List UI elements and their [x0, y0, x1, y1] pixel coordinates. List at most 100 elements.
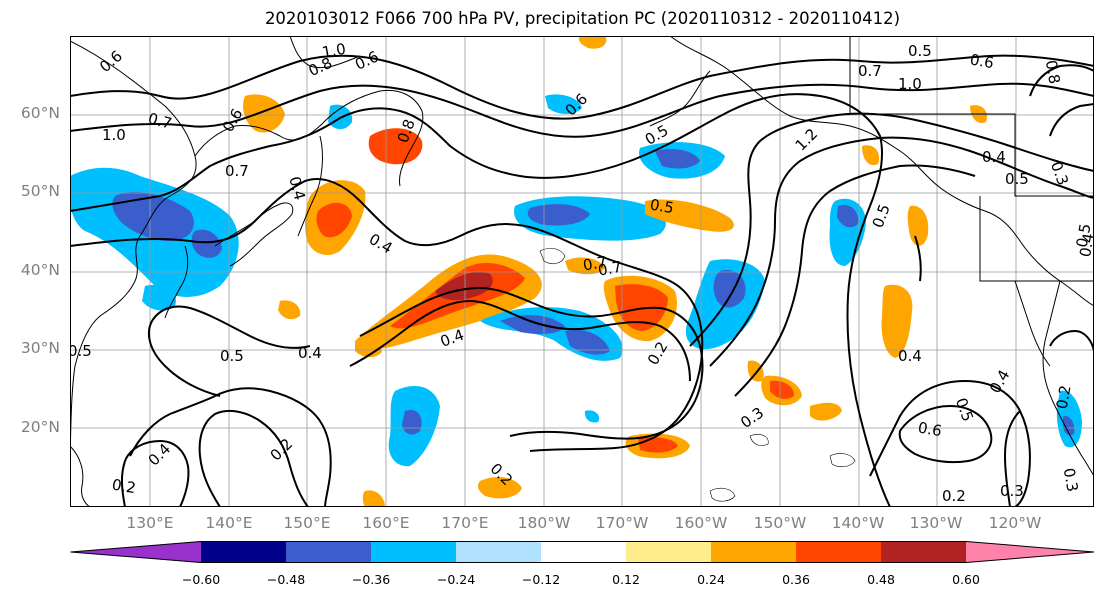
- precip-positive-region: [477, 476, 522, 499]
- map-panel: 0.6 1.0 0.8 0.6 0.7 0.6 1.0 0.7 0.7 0.8 …: [70, 36, 1094, 507]
- contour-label: 1.0: [898, 75, 922, 93]
- contour-label: 0.5: [220, 347, 244, 365]
- pv-contours: [70, 54, 1094, 507]
- precip-positive-region: [881, 284, 913, 358]
- precip-positive-region: [368, 128, 423, 165]
- contour-label: 1.0: [321, 40, 348, 62]
- precip-negative-region: [527, 204, 590, 226]
- colorbar-segment: [456, 541, 541, 563]
- colorbar-segment: [286, 541, 371, 563]
- latitude-label-30n: 30°N: [20, 339, 60, 357]
- colorbar-tick-label: −0.60: [181, 572, 221, 587]
- contour-label: 0.4: [982, 148, 1006, 166]
- precip-positive-region: [278, 300, 301, 320]
- contour-label: 0.5: [1073, 222, 1094, 249]
- precip-positive-region: [862, 145, 880, 166]
- colorbar-tick-label: 0.12: [612, 572, 640, 587]
- colorbar-segment: [541, 541, 626, 563]
- colorbar-segment: [966, 541, 1094, 563]
- precip-positive-region: [770, 380, 795, 399]
- contour-label: 0.4: [898, 347, 922, 365]
- precip-positive-region: [316, 202, 352, 238]
- longitude-label: 140°W: [831, 514, 885, 532]
- contour-label: 0.7: [858, 62, 882, 80]
- contour-label: 0.4: [366, 230, 396, 258]
- longitude-label: 140°E: [205, 514, 253, 532]
- contour-label: 0.6: [969, 50, 996, 72]
- colorbar-segment: [371, 541, 456, 563]
- contour-label: 0.2: [111, 475, 138, 497]
- colorbar-tick-label: −0.24: [436, 572, 476, 587]
- latitude-label-40n: 40°N: [20, 261, 60, 279]
- precip-negative-region: [837, 205, 859, 228]
- precip-negative-region: [655, 149, 700, 169]
- contour-label: 0.7: [225, 162, 249, 180]
- contour-label: 0.8: [1042, 59, 1064, 86]
- longitude-label: 150°E: [283, 514, 331, 532]
- latitude-label-60n: 60°N: [20, 104, 60, 122]
- longitude-label: 160°W: [674, 514, 728, 532]
- colorbar-segment: [881, 541, 966, 563]
- precip-negative-region: [402, 409, 422, 435]
- longitude-label: 150°W: [753, 514, 807, 532]
- precip-positive-region: [243, 94, 285, 133]
- precip-negative-region: [191, 229, 222, 258]
- contour-label: 0.5: [649, 195, 676, 217]
- colorbar-segment: [70, 541, 201, 563]
- colorbar-tick-label: −0.48: [266, 572, 306, 587]
- longitude-label: 130°W: [909, 514, 963, 532]
- precip-positive-region: [747, 360, 764, 382]
- contour-label: 0.5: [869, 202, 894, 231]
- contour-label: 0.4: [986, 367, 1014, 397]
- contour-labels: 0.6 1.0 0.8 0.6 0.7 0.6 1.0 0.7 0.7 0.8 …: [70, 40, 1094, 505]
- contour-label: 0.5: [70, 342, 92, 360]
- contour-label: 0.4: [298, 344, 322, 362]
- contour-label: 0.5: [908, 42, 932, 60]
- contour-label: 0.2: [267, 435, 297, 465]
- colorbar-tick-label: −0.12: [521, 572, 561, 587]
- contour-label: 0.4: [1076, 232, 1094, 259]
- contour-label: 0.4: [145, 440, 175, 470]
- contour-label: 0.7: [146, 109, 174, 133]
- contour-label: 0.4: [285, 174, 309, 202]
- map-title: 2020103012 F066 700 hPa PV, precipitatio…: [264, 9, 901, 28]
- coastlines: [70, 36, 1094, 507]
- colorbar-segment: [626, 541, 711, 563]
- precip-negative-region: [545, 94, 582, 114]
- precip-positive-region: [355, 339, 382, 358]
- precip-positive-region: [565, 257, 605, 275]
- contour-label: 0.5: [1005, 170, 1029, 188]
- colorbar-tick-label: 0.48: [867, 572, 895, 587]
- precip-negative-region: [500, 314, 565, 334]
- contour-label: 0.2: [644, 338, 672, 368]
- precip-positive-region: [615, 284, 668, 331]
- contour-label: 0.2: [1053, 384, 1075, 411]
- thin-contours: [539, 247, 856, 502]
- longitude-label: 170°W: [595, 514, 649, 532]
- contour-label: 0.7: [582, 253, 609, 275]
- precip-positive-region: [907, 205, 929, 246]
- map-svg: 0.6 1.0 0.8 0.6 0.7 0.6 1.0 0.7 0.7 0.8 …: [70, 36, 1094, 507]
- precip-negative-region: [584, 410, 600, 423]
- longitude-label: 130°E: [126, 514, 174, 532]
- precip-positive-region: [810, 402, 842, 421]
- colorbar-segment: [796, 541, 881, 563]
- longitude-label: 160°E: [362, 514, 410, 532]
- precip-negative-region: [142, 284, 176, 311]
- precip-positive-region: [645, 199, 734, 232]
- colorbar-segment: [201, 541, 286, 563]
- colorbar: [70, 541, 1095, 563]
- contour-label: 0.6: [917, 418, 944, 440]
- colorbar-tick-label: 0.36: [782, 572, 810, 587]
- contour-label: 0.3: [1000, 482, 1024, 500]
- longitude-label: 180°W: [517, 514, 571, 532]
- contour-label: 0.2: [942, 487, 966, 505]
- longitude-label: 120°W: [988, 514, 1042, 532]
- colorbar-outline: [70, 541, 1095, 563]
- contour-label: 0.3: [1060, 467, 1082, 494]
- latitude-label-20n: 20°N: [20, 418, 60, 436]
- contour-label: 1.2: [792, 125, 822, 155]
- colorbar-segment: [711, 541, 796, 563]
- precip-positive-region: [362, 490, 385, 507]
- contour-label: 0.5: [952, 395, 977, 424]
